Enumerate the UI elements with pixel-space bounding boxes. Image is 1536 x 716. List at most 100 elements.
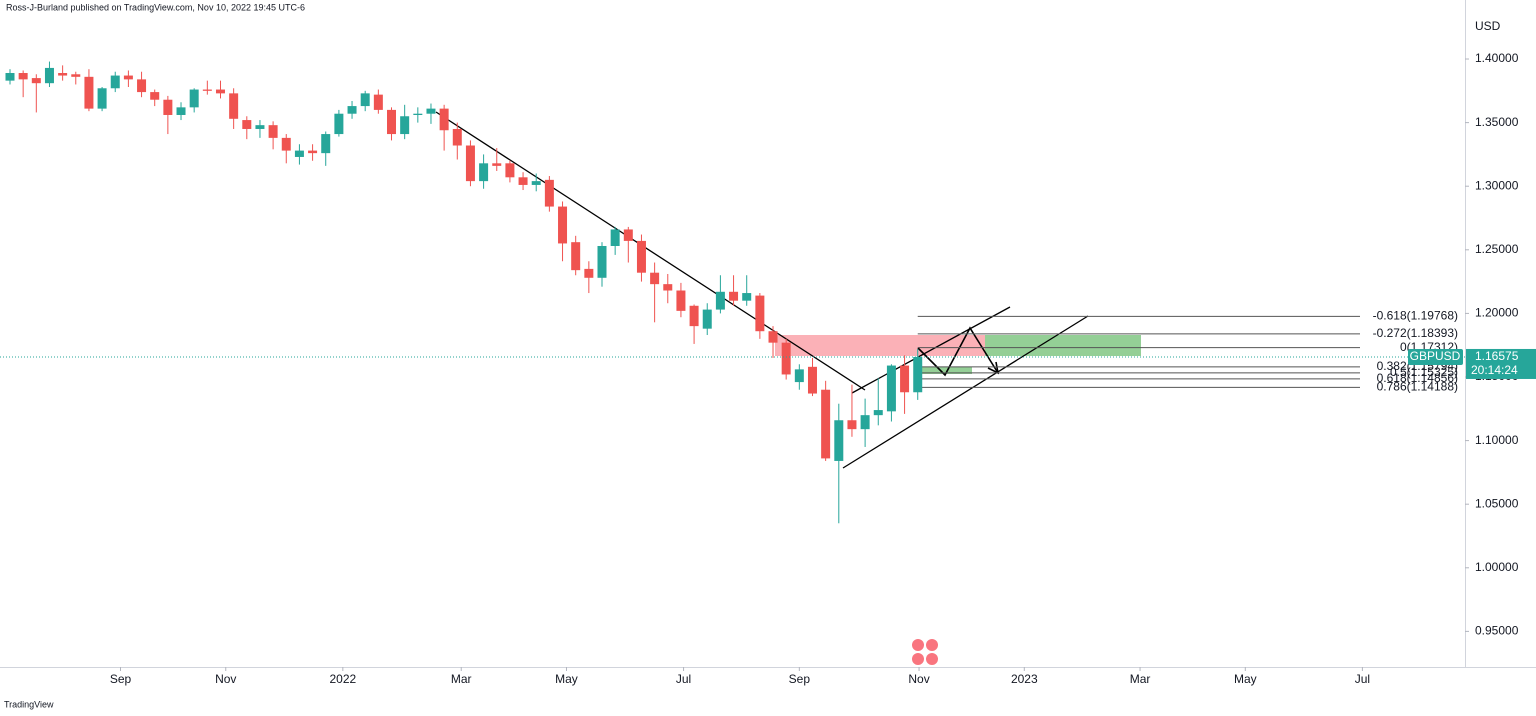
candle-body	[860, 415, 870, 430]
candle-body	[123, 75, 133, 80]
candle-body	[452, 128, 462, 146]
price-label: 1.16575	[1475, 349, 1519, 363]
fib-label: -0.272(1.18393)	[1373, 326, 1458, 340]
candle-body	[18, 73, 28, 80]
candle-body	[255, 125, 265, 129]
candle-body	[834, 420, 844, 461]
x-tick-label: Sep	[110, 672, 132, 686]
candle-body	[544, 179, 554, 207]
candle-body	[755, 295, 765, 332]
channel-support	[842, 315, 1089, 469]
candle-body	[636, 240, 646, 273]
candle-body	[558, 206, 568, 244]
y-tick-label: 1.35000	[1475, 115, 1519, 129]
axis-unit: USD	[1475, 19, 1501, 33]
candle-body	[571, 242, 581, 271]
event-icon	[912, 639, 924, 651]
header: Ross-J-Burland published on TradingView.…	[6, 2, 305, 12]
x-tick-label: Sep	[789, 672, 811, 686]
candle-body	[794, 369, 804, 383]
x-tick-label: Nov	[908, 672, 929, 686]
x-tick-label: Nov	[215, 672, 236, 686]
candle-body	[597, 245, 607, 278]
candle-body	[623, 229, 633, 241]
x-tick-label: Jul	[1355, 672, 1370, 686]
event-icon	[926, 639, 938, 651]
candle-body	[176, 107, 186, 115]
fib-label: 0.5(1.15325)	[1390, 365, 1458, 379]
candle-body	[347, 106, 357, 114]
trend-line	[435, 111, 866, 391]
candle-body	[439, 108, 449, 131]
event-icon	[926, 653, 938, 665]
candle-body	[44, 67, 54, 84]
candle-body	[676, 290, 686, 311]
candle-body	[413, 113, 423, 115]
y-tick-label: 1.20000	[1475, 306, 1519, 320]
candle-body	[702, 309, 712, 329]
candle-body	[137, 79, 147, 93]
candle-body	[650, 272, 660, 285]
candle-body	[215, 89, 225, 94]
event-icons	[912, 639, 938, 665]
candle-body	[742, 293, 752, 301]
target-zone	[985, 335, 1141, 356]
candle-body	[781, 342, 791, 375]
x-tick-label: 2023	[1011, 672, 1038, 686]
y-tick-label: 1.30000	[1475, 178, 1519, 192]
x-tick-label: Mar	[451, 672, 472, 686]
candle-body	[202, 89, 212, 91]
candle-body	[97, 88, 107, 109]
candle-body	[400, 116, 410, 135]
symbol-label: GBPUSD	[1410, 349, 1461, 363]
candle-body	[242, 120, 252, 129]
fib-label: 0.786(1.14188)	[1377, 379, 1458, 393]
candle-body	[31, 78, 41, 84]
candle-body	[715, 291, 725, 310]
candle-body	[294, 150, 304, 157]
candle-body	[268, 125, 278, 138]
candle-body	[321, 134, 331, 154]
y-tick-label: 1.40000	[1475, 51, 1519, 65]
supply-zone	[775, 335, 985, 356]
x-tick-label: 2022	[329, 672, 356, 686]
candle-body	[58, 73, 68, 76]
candle-body	[71, 74, 81, 77]
x-tick-label: May	[555, 672, 578, 686]
y-tick-label: 1.10000	[1475, 433, 1519, 447]
drawings	[435, 111, 1141, 665]
y-tick-label: 1.25000	[1475, 242, 1519, 256]
event-icon	[912, 653, 924, 665]
y-tick-label: 0.95000	[1475, 624, 1519, 638]
candle-body	[505, 163, 515, 178]
candle-body	[492, 163, 502, 166]
candle-body	[807, 366, 817, 394]
countdown-label: 20:14:24	[1471, 363, 1518, 377]
candle-body	[334, 113, 344, 135]
candle-body	[229, 93, 239, 119]
candle-body	[373, 94, 383, 110]
y-tick-label: 1.05000	[1475, 496, 1519, 510]
candle-body	[729, 291, 739, 301]
x-tick-label: Jul	[676, 672, 691, 686]
candle-body	[465, 145, 475, 182]
symbol-tag	[1408, 348, 1463, 365]
candle-body	[821, 389, 831, 459]
candle-body	[189, 89, 199, 108]
candle-body	[663, 284, 673, 291]
candle-body	[584, 268, 594, 278]
candle-body	[847, 420, 857, 430]
candle-body	[110, 75, 120, 89]
x-tick-label: Mar	[1130, 672, 1151, 686]
candle-body	[689, 305, 699, 327]
candle-body	[308, 150, 318, 154]
price-tag	[1466, 348, 1536, 379]
target-zone-small	[918, 367, 972, 374]
candle-body	[913, 356, 923, 393]
candle-body	[163, 99, 173, 115]
candle-body	[360, 93, 370, 107]
candle-body	[886, 365, 896, 412]
candle-body	[5, 73, 15, 81]
